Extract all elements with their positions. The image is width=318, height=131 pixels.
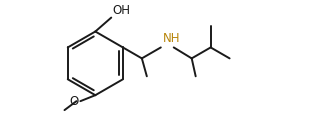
Text: O: O — [69, 95, 79, 108]
Text: NH: NH — [163, 32, 180, 45]
Text: OH: OH — [112, 4, 130, 17]
